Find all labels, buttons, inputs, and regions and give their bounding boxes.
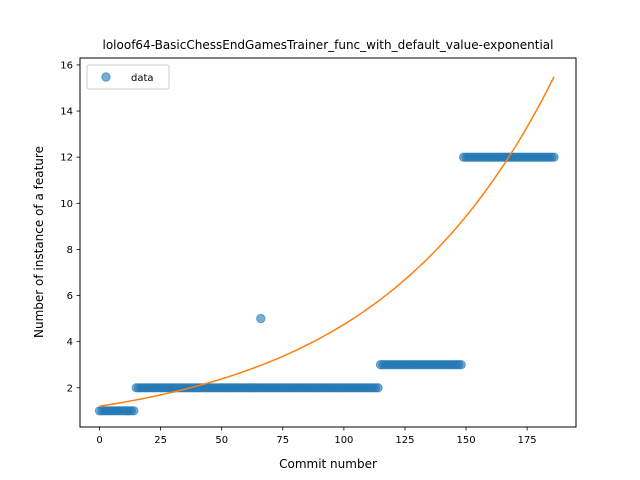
x-tick-label: 150 bbox=[457, 435, 476, 446]
y-tick-label: 4 bbox=[67, 337, 73, 348]
y-axis-ticks: 2 4 6 8 10 12 14 16 bbox=[60, 60, 80, 394]
y-axis-label: Number of instance of a feature bbox=[32, 146, 46, 338]
data-point bbox=[456, 360, 466, 370]
legend-box bbox=[86, 64, 170, 90]
y-tick-label: 2 bbox=[67, 383, 73, 394]
x-tick-label: 0 bbox=[96, 435, 102, 446]
y-tick-label: 16 bbox=[60, 60, 73, 71]
chart-title: loloof64-BasicChessEndGamesTrainer_func_… bbox=[103, 38, 554, 52]
x-tick-label: 50 bbox=[215, 435, 228, 446]
data-point bbox=[373, 383, 383, 393]
data-point bbox=[129, 406, 139, 416]
y-tick-label: 14 bbox=[60, 107, 73, 118]
x-tick-label: 75 bbox=[276, 435, 289, 446]
axes-frame bbox=[79, 57, 577, 428]
x-tick-label: 100 bbox=[334, 435, 353, 446]
data-point bbox=[549, 152, 559, 162]
x-axis-ticks: 0 25 50 75 100 125 150 175 bbox=[96, 427, 537, 446]
data-point bbox=[256, 313, 266, 324]
x-tick-label: 125 bbox=[395, 435, 414, 446]
y-tick-label: 12 bbox=[60, 153, 73, 164]
legend-marker-data bbox=[101, 72, 111, 82]
plot-area bbox=[94, 76, 559, 416]
y-tick-label: 10 bbox=[60, 199, 73, 210]
x-tick-label: 175 bbox=[518, 435, 537, 446]
y-tick-label: 6 bbox=[67, 291, 73, 302]
legend: data bbox=[86, 64, 170, 90]
legend-label-data: data bbox=[131, 73, 154, 84]
y-tick-label: 8 bbox=[67, 245, 73, 256]
fit-line bbox=[99, 76, 555, 407]
x-axis-label: Commit number bbox=[279, 457, 377, 471]
x-tick-label: 25 bbox=[154, 435, 167, 446]
